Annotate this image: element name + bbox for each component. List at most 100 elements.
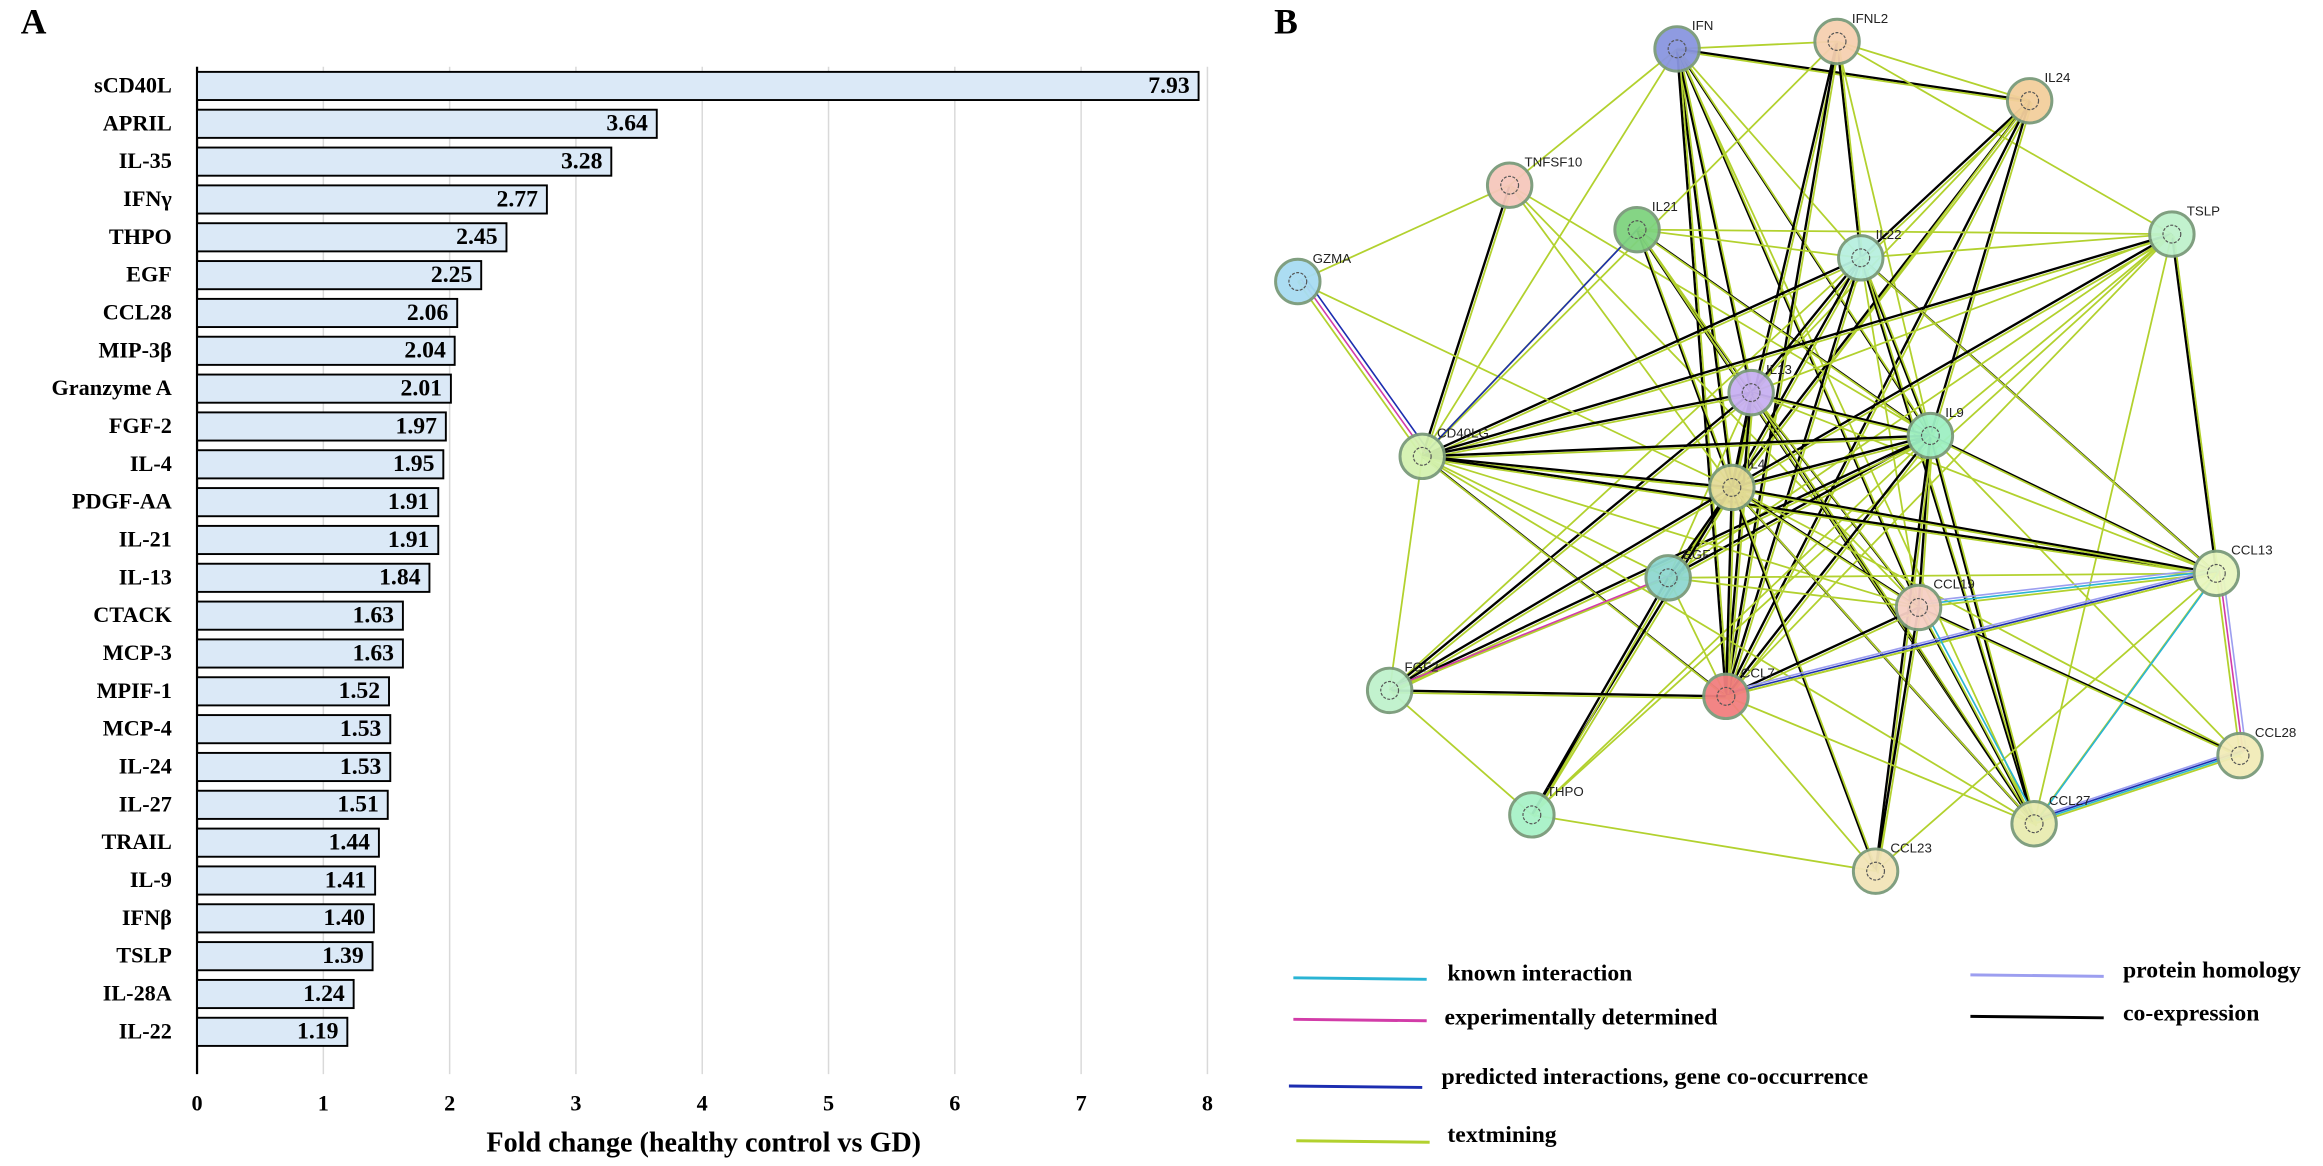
co-expression-edge xyxy=(1725,434,1932,698)
protein-structure xyxy=(1851,248,1871,268)
protein-structure xyxy=(2230,746,2250,766)
node-label: TNFSF10 xyxy=(1524,155,1582,170)
bar xyxy=(196,865,377,896)
textmining-edge xyxy=(1421,455,1669,579)
protein-structure xyxy=(1866,861,1886,881)
evidence-edge xyxy=(1924,566,2223,603)
protein-structure xyxy=(1412,446,1432,466)
value-label: 2.45 xyxy=(456,224,497,250)
bar xyxy=(196,146,613,177)
protein-node xyxy=(1727,368,1775,417)
co-expression-edge xyxy=(1421,256,1862,458)
textmining-edge xyxy=(1731,486,2241,757)
bar xyxy=(196,827,380,858)
node-label: CCL23 xyxy=(1890,840,1932,855)
y-tick-label: IL-27 xyxy=(119,791,172,816)
value-label: 1.63 xyxy=(353,603,395,629)
node-label: EGF xyxy=(1683,547,1710,562)
legend-label: experimentally determined xyxy=(1444,1005,1717,1031)
evidence-edge xyxy=(2036,569,2220,822)
textmining-edge xyxy=(1424,259,1864,460)
textmining-edge xyxy=(1389,257,1862,692)
y-tick-label: IL-28A xyxy=(103,981,172,1006)
y-tick-label: IL-24 xyxy=(119,754,172,779)
textmining-edge xyxy=(1733,489,1879,874)
co-expression-edge xyxy=(1675,48,1753,393)
co-expression-edge xyxy=(1421,232,2173,458)
protein-structure xyxy=(1716,686,1736,706)
node-label: IFNL2 xyxy=(1852,11,1888,26)
co-expression-edge xyxy=(1422,391,1752,458)
protein-node xyxy=(1894,583,1943,632)
evidence-edge xyxy=(2218,570,2244,753)
node-label: CCL27 xyxy=(2049,793,2091,808)
y-tick-label: CCL28 xyxy=(103,300,172,325)
textmining-edge xyxy=(1931,102,2033,439)
protein-structure xyxy=(1920,426,1940,446)
x-tick-label: 0 xyxy=(191,1090,202,1115)
value-label: 1.53 xyxy=(340,716,382,742)
textmining-edge xyxy=(1733,489,2037,827)
legend-label: protein homology xyxy=(2123,957,2301,983)
co-expression-edge xyxy=(1929,434,2217,575)
legend-label: predicted interactions, gene co-occurren… xyxy=(1442,1064,1869,1090)
value-label: 2.01 xyxy=(401,376,442,402)
textmining-edge xyxy=(1678,50,1922,611)
textmining-edge xyxy=(1929,233,2173,437)
node-label: GZMA xyxy=(1313,251,1352,266)
panel-label: A xyxy=(21,1,47,41)
value-label: 1.97 xyxy=(396,413,438,439)
textmining-edge xyxy=(1875,572,2217,872)
legend-label: textmining xyxy=(1447,1122,1556,1148)
textmining-edge xyxy=(1727,437,1934,700)
co-expression-edge xyxy=(1929,100,2031,436)
textmining-edge xyxy=(1932,437,2219,577)
node-label: IL22 xyxy=(1876,227,1902,242)
y-tick-label: sCD40L xyxy=(94,73,172,98)
evidence-edge xyxy=(1920,604,2038,822)
textmining-edge xyxy=(2215,573,2241,756)
co-expression-edge xyxy=(2170,233,2218,574)
protein-node xyxy=(2005,77,2054,125)
x-axis-label: Fold change (healthy control vs GD) xyxy=(486,1128,921,1159)
x-tick-label: 2 xyxy=(444,1090,455,1115)
protein-node xyxy=(1485,161,1534,209)
node-label: CD40LG xyxy=(1437,426,1489,441)
protein-structure xyxy=(2162,224,2182,244)
textmining-edge xyxy=(1862,259,2220,577)
evidence-edge xyxy=(1731,566,2223,692)
value-label: 3.64 xyxy=(606,111,648,137)
legend-label: co-expression xyxy=(2123,1000,2259,1026)
y-tick-label: MIP-3β xyxy=(98,337,171,362)
legend-swatch xyxy=(1293,1017,1427,1023)
bar xyxy=(196,449,445,480)
y-tick-label: CTACK xyxy=(93,602,172,627)
legend-swatch xyxy=(1296,1139,1430,1144)
textmining-edge xyxy=(1725,233,2173,697)
co-expression-edge xyxy=(1859,257,2036,825)
co-expression-edge xyxy=(1724,487,1734,697)
evidence-edge xyxy=(2036,751,2244,822)
co-expression-edge xyxy=(1731,233,2173,489)
protein-structure xyxy=(1667,39,1687,59)
bar xyxy=(196,751,392,783)
y-tick-label: MPIF-1 xyxy=(97,678,172,703)
textmining-edge xyxy=(1750,233,2173,394)
x-tick-label: 3 xyxy=(570,1090,581,1115)
bar xyxy=(196,600,404,631)
textmining-edge xyxy=(1836,41,1932,436)
value-label: 1.84 xyxy=(379,565,421,591)
y-tick-label: Granzyme A xyxy=(52,375,172,400)
y-tick-label: MCP-3 xyxy=(103,640,172,665)
textmining-edge xyxy=(1668,576,1919,609)
protein-structure xyxy=(1722,477,1742,497)
textmining-edge xyxy=(1725,572,2217,698)
textmining-edge xyxy=(1918,572,2217,609)
bar xyxy=(196,978,355,1010)
co-expression-edge xyxy=(1422,434,1931,458)
protein-structure xyxy=(1500,175,1520,195)
y-tick-label: IL-4 xyxy=(130,451,172,476)
co-expression-edge xyxy=(1874,607,1920,872)
protein-node xyxy=(1398,432,1446,481)
